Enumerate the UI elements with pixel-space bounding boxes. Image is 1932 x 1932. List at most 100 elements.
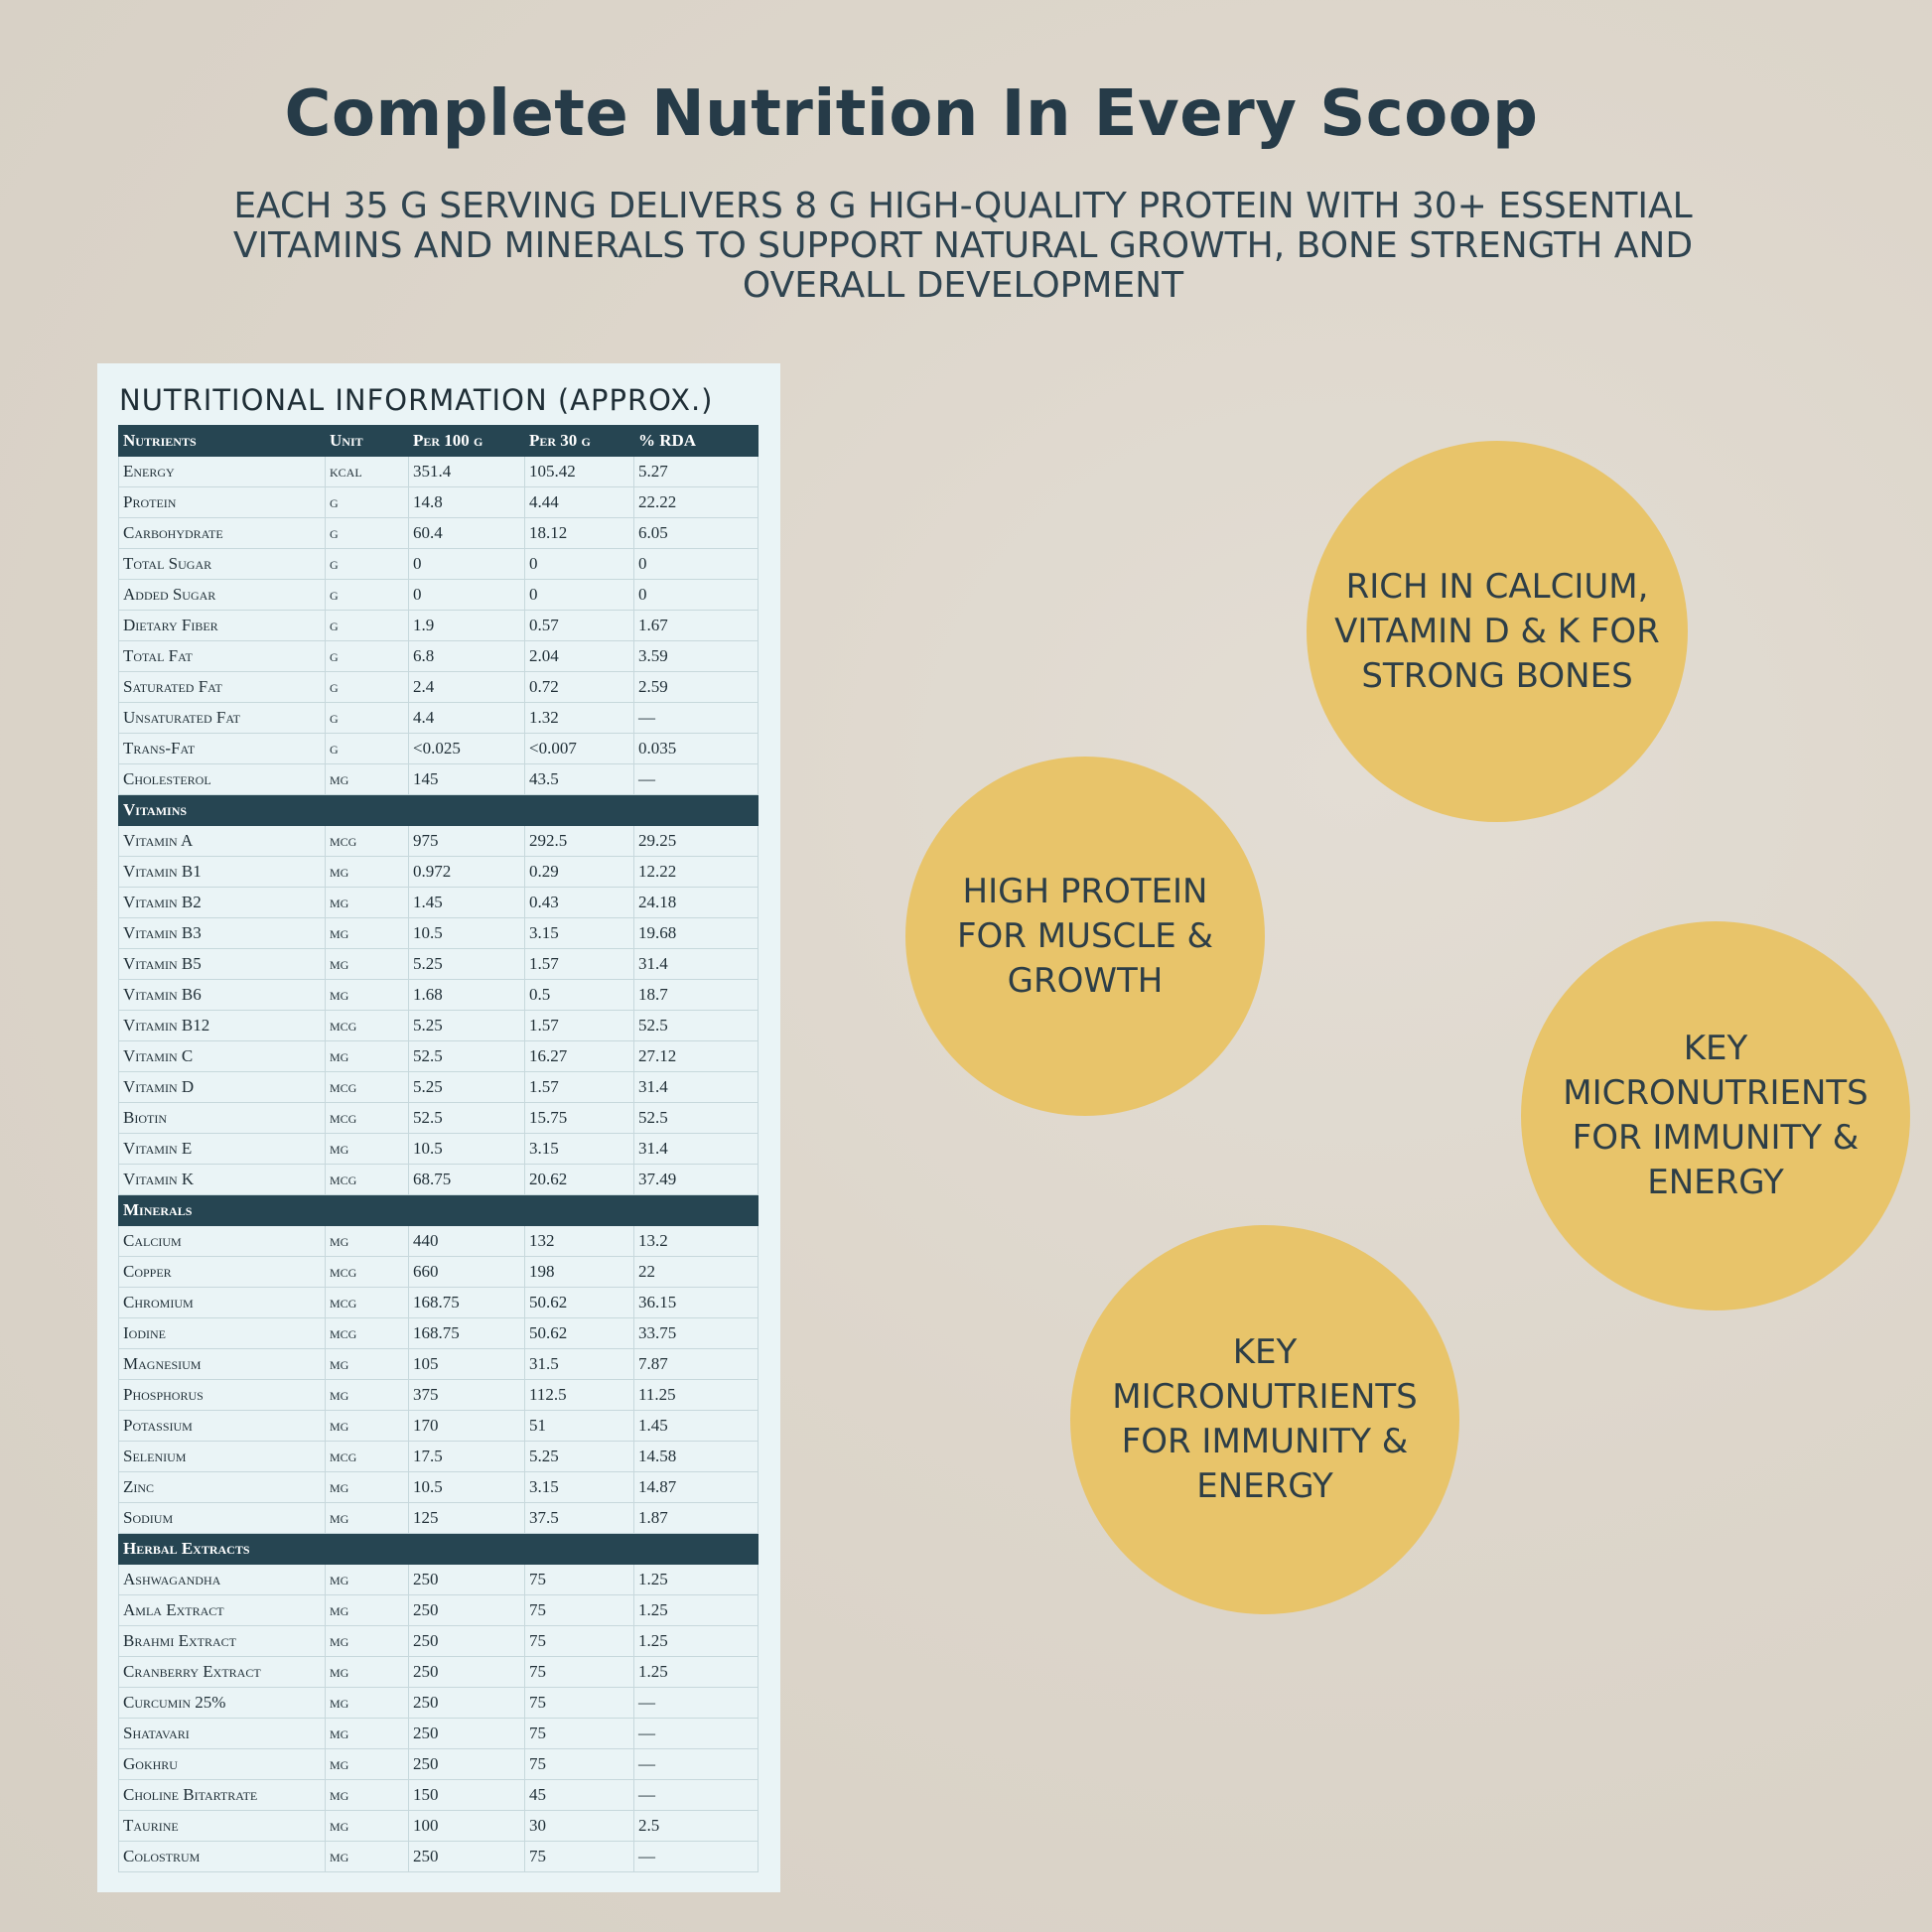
unit-cell: mcg [325,1071,409,1103]
rda-cell: 1.67 [633,610,759,641]
rda-cell: — [633,1687,759,1719]
per-30g-cell: 3.15 [524,1471,634,1503]
unit-cell: mg [325,1410,409,1442]
page-title: Complete Nutrition In Every Scoop [284,77,1539,151]
rda-cell: 3.59 [633,640,759,672]
rda-cell: 31.4 [633,1071,759,1103]
rda-cell: 1.25 [633,1594,759,1626]
table-row: Calcium mg 440 132 13.2 [118,1225,759,1257]
unit-cell: mg [325,1810,409,1842]
nutrient-name: Potassium [118,1410,326,1442]
per-30g-cell: 1.57 [524,1010,634,1041]
per-30g-cell: 20.62 [524,1164,634,1195]
table-row: Vitamin B2 mg 1.45 0.43 24.18 [118,887,759,918]
unit-cell: mg [325,1379,409,1411]
unit-cell: mg [325,1718,409,1749]
unit-cell: mcg [325,1441,409,1472]
per-30g-cell: 51 [524,1410,634,1442]
rda-cell: 5.27 [633,456,759,487]
table-row: Vitamin B3 mg 10.5 3.15 19.68 [118,917,759,949]
per-100g-cell: 14.8 [408,486,525,518]
unit-cell: g [325,702,409,734]
rda-cell: 29.25 [633,825,759,857]
per-30g-cell: 50.62 [524,1287,634,1318]
per-30g-cell: 75 [524,1594,634,1626]
unit-cell: mg [325,917,409,949]
unit-cell: mg [325,887,409,918]
per-30g-cell: 0.29 [524,856,634,888]
unit-cell: mcg [325,1102,409,1134]
unit-cell: mg [325,1502,409,1534]
per-100g-cell: 1.68 [408,979,525,1011]
table-row: Vitamin B6 mg 1.68 0.5 18.7 [118,979,759,1011]
per-100g-cell: 10.5 [408,1133,525,1165]
nutrient-name: Calcium [118,1225,326,1257]
table-row: Unsaturated Fat g 4.4 1.32— [118,702,759,734]
rda-cell: 11.25 [633,1379,759,1411]
unit-cell: mg [325,979,409,1011]
per-30g-cell: 30 [524,1810,634,1842]
rda-cell: — [633,763,759,795]
nutrient-name: Vitamin D [118,1071,326,1103]
per-100g-cell: 2.4 [408,671,525,703]
unit-cell: kcal [325,456,409,487]
nutrient-name: Taurine [118,1810,326,1842]
rda-cell: 6.05 [633,517,759,549]
unit-cell: g [325,610,409,641]
per-30g-cell: 2.04 [524,640,634,672]
rda-cell: — [633,1841,759,1872]
table-row: Biotin mcg 52.5 15.75 52.5 [118,1102,759,1134]
table-row: Choline Bitartrate mg 150 45— [118,1779,759,1811]
table-row: Added Sugar g 0 0 0 [118,579,759,611]
table-row: Vitamin B1 mg 0.972 0.29 12.22 [118,856,759,888]
bubble-immunity-bottom: KEY MICRONUTRIENTS FOR IMMUNITY & ENERGY [1070,1225,1459,1614]
per-100g-cell: 170 [408,1410,525,1442]
bubble-bones: RICH IN CALCIUM, VITAMIN D & K FOR STRON… [1307,441,1688,822]
unit-cell: mg [325,763,409,795]
nutrient-name: Vitamin C [118,1040,326,1072]
unit-cell: mg [325,948,409,980]
unit-cell: mcg [325,1317,409,1349]
per-30g-cell: 5.25 [524,1441,634,1472]
section-title: Herbal Extracts [118,1533,759,1565]
table-header-row: Nutrients Unit Per 100 g Per 30 g % RDA [118,425,759,457]
rda-cell: 12.22 [633,856,759,888]
rda-cell: 13.2 [633,1225,759,1257]
table-row: Sodium mg 125 37.5 1.87 [118,1502,759,1534]
table-row: Total Fat g 6.8 2.04 3.59 [118,640,759,672]
unit-cell: mg [325,1471,409,1503]
nutrient-name: Curcumin 25% [118,1687,326,1719]
table-row: Carbohydrate g 60.4 18.12 6.05 [118,517,759,549]
per-100g-cell: 52.5 [408,1102,525,1134]
per-100g-cell: 375 [408,1379,525,1411]
per-100g-cell: 125 [408,1502,525,1534]
per-30g-cell: 112.5 [524,1379,634,1411]
page-subtitle: EACH 35 G SERVING DELIVERS 8 G HIGH-QUAL… [232,186,1694,306]
per-100g-cell: 1.45 [408,887,525,918]
table-row: Taurine mg 100 30 2.5 [118,1810,759,1842]
per-100g-cell: 0 [408,579,525,611]
nutrient-name: Cranberry Extract [118,1656,326,1688]
rda-cell: 33.75 [633,1317,759,1349]
per-100g-cell: 250 [408,1687,525,1719]
per-100g-cell: 250 [408,1594,525,1626]
per-100g-cell: 168.75 [408,1317,525,1349]
unit-cell: mcg [325,1010,409,1041]
table-row: Shatavari mg 250 75— [118,1718,759,1749]
rda-cell: — [633,702,759,734]
section-header-row: Herbal Extracts [118,1533,759,1565]
per-30g-cell: 1.57 [524,948,634,980]
nutrient-name: Vitamin B1 [118,856,326,888]
rda-cell: 1.25 [633,1656,759,1688]
rda-cell: 1.45 [633,1410,759,1442]
unit-cell: g [325,579,409,611]
table-row: Dietary Fiber g 1.9 0.57 1.67 [118,610,759,641]
per-100g-cell: 660 [408,1256,525,1288]
nutrition-card: NUTRITIONAL INFORMATION (APPROX.) Nutrie… [97,363,780,1892]
bubble-protein: HIGH PROTEIN FOR MUSCLE & GROWTH [905,757,1265,1116]
nutrient-name: Saturated Fat [118,671,326,703]
section-title: Vitamins [118,794,759,826]
table-row: Magnesium mg 105 31.5 7.87 [118,1348,759,1380]
